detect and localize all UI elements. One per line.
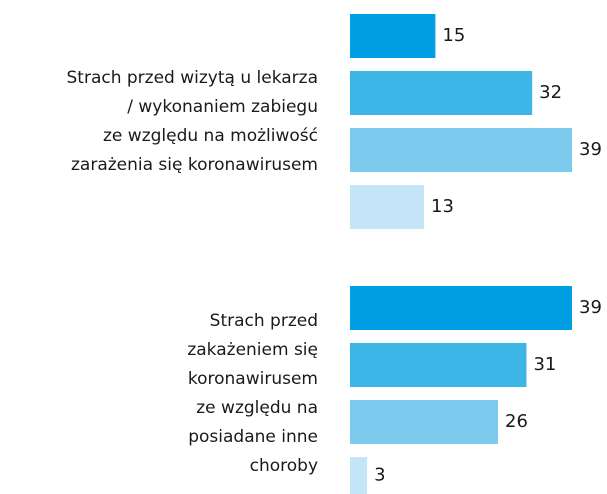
value-label: 15	[442, 25, 465, 46]
bar	[350, 14, 436, 58]
bar	[350, 128, 572, 172]
bar	[350, 286, 572, 330]
value-label: 39	[579, 297, 602, 318]
value-label: 32	[539, 82, 562, 103]
category-label: Strach przed zakażeniem się koronawiruse…	[187, 310, 318, 476]
value-label: 3	[374, 465, 385, 486]
bar	[350, 457, 368, 494]
value-label: 26	[505, 411, 528, 432]
value-label: 31	[533, 354, 556, 375]
category-label: Strach przed wizytą u lekarza / wykonani…	[66, 67, 319, 175]
bar	[350, 343, 527, 387]
bar	[350, 71, 533, 115]
bar	[350, 400, 498, 444]
value-label: 39	[579, 139, 602, 160]
value-label: 13	[431, 196, 454, 217]
bar	[350, 185, 424, 229]
